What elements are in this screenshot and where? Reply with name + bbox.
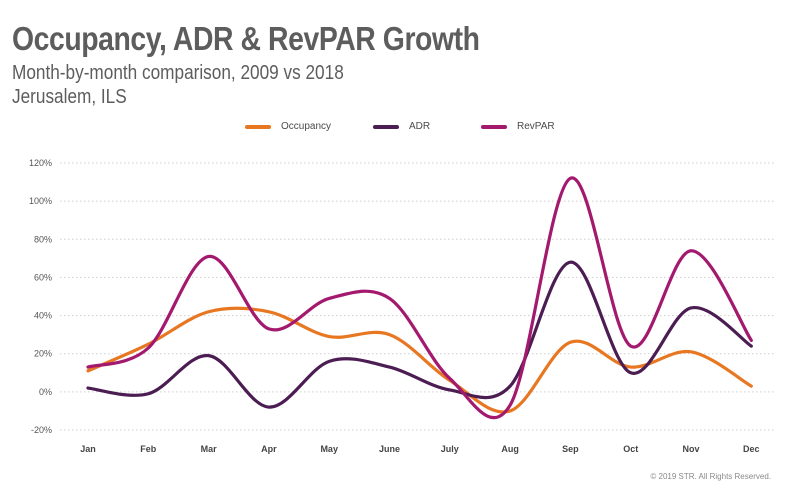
- line-chart: -20% 0% 20% 40% 60% 80% 100% 120% Jan Feb Mar Apr M…: [29, 158, 775, 454]
- x-tick-label: Jan: [80, 444, 96, 454]
- y-tick-label: 60%: [34, 272, 52, 282]
- y-tick-label: -20%: [31, 425, 52, 435]
- chart-subtitle: Month-by-month comparison, 2009 vs 2018: [12, 62, 344, 84]
- legend-swatch-adr: [373, 124, 399, 129]
- legend-swatch-revpar: [481, 124, 507, 129]
- legend-label-revpar: RevPAR: [517, 121, 555, 132]
- x-tick-label: Apr: [261, 444, 277, 454]
- x-tick-label: Oct: [623, 444, 638, 454]
- chart-title: Occupancy, ADR & RevPAR Growth: [12, 20, 480, 57]
- y-tick-label: 120%: [29, 158, 52, 168]
- chart-location: Jerusalem, ILS: [12, 86, 127, 108]
- legend: Occupancy ADR RevPAR: [0, 121, 800, 139]
- legend-item-revpar: RevPAR: [481, 121, 555, 132]
- y-tick-label: 100%: [29, 196, 52, 206]
- series-lines: [86, 176, 753, 420]
- legend-swatch-occupancy: [245, 124, 271, 129]
- x-tick-label: Mar: [201, 444, 218, 454]
- y-tick-label: 0%: [39, 387, 52, 397]
- series-line-occupancy: [86, 306, 753, 414]
- x-tick-label: Aug: [501, 444, 519, 454]
- x-tick-label: Feb: [140, 444, 157, 454]
- series-line-adr: [86, 260, 753, 409]
- series-line-revpar: [86, 176, 753, 420]
- x-tick-label: May: [320, 444, 338, 454]
- x-axis-ticks: Jan Feb Mar Apr May June July Aug Sep Oct Nov Dec: [80, 444, 759, 454]
- x-tick-label: Nov: [682, 444, 699, 454]
- y-tick-label: 80%: [34, 234, 52, 244]
- y-tick-label: 20%: [34, 349, 52, 359]
- x-tick-label: July: [441, 444, 459, 454]
- x-tick-label: Dec: [743, 444, 760, 454]
- legend-item-adr: ADR: [373, 121, 430, 132]
- x-tick-label: Sep: [562, 444, 579, 454]
- y-tick-label: 40%: [34, 311, 52, 321]
- grid-lines: [60, 162, 775, 431]
- legend-item-occupancy: Occupancy: [245, 121, 331, 132]
- copyright: © 2019 STR. All Rights Reserved.: [650, 472, 771, 481]
- legend-label-adr: ADR: [409, 121, 431, 132]
- legend-label-occupancy: Occupancy: [281, 121, 332, 132]
- y-axis-ticks: -20% 0% 20% 40% 60% 80% 100% 120%: [29, 158, 52, 435]
- x-tick-label: June: [379, 444, 400, 454]
